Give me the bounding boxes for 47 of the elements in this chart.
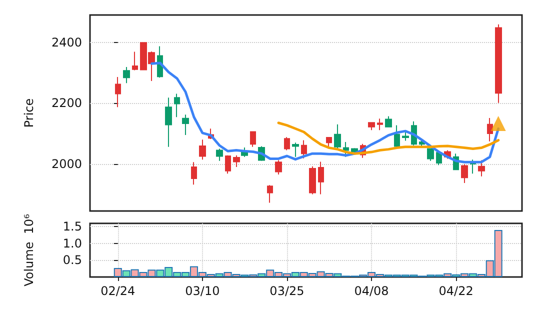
- line-series: [277, 122, 500, 155]
- candlestick: [275, 160, 282, 176]
- candlestick: [292, 142, 299, 158]
- y-tick-label: 0.5: [62, 253, 82, 268]
- y-tick-label: 2400: [51, 35, 82, 50]
- candlestick: [402, 131, 409, 142]
- candlestick: [132, 51, 138, 71]
- y-tick-label: 1.5: [62, 220, 82, 234]
- candlestick: [225, 154, 231, 174]
- candlestick: [343, 142, 349, 158]
- x-tick-label: 04/08: [354, 284, 389, 298]
- candlestick: [284, 136, 290, 151]
- y-axis-title: Volume 10⁶: [22, 214, 36, 286]
- candlestick: [436, 152, 442, 166]
- y-tick-label: 1.0: [62, 236, 82, 250]
- candlestick: [487, 118, 493, 142]
- candlestick: [461, 164, 468, 184]
- x-tick-label: 02/24: [100, 284, 136, 298]
- candlestick: [377, 118, 383, 131]
- candlestick: [233, 154, 240, 168]
- candlestick: [115, 76, 121, 108]
- x-tick-label: 03/10: [185, 284, 220, 298]
- candlestick: [250, 131, 256, 148]
- y-axis-title: Price: [22, 98, 36, 128]
- candlestick: [267, 184, 273, 204]
- candlestick: [301, 140, 307, 159]
- candlestick: [182, 114, 189, 136]
- x-tick-label: 03/25: [270, 284, 304, 298]
- candlestick: [385, 116, 392, 128]
- candlestick: [199, 139, 206, 160]
- candlestick: [427, 148, 434, 162]
- candlestick: [368, 122, 375, 131]
- candlestick: [495, 24, 502, 104]
- candlestick: [123, 66, 130, 84]
- candlestick: [334, 124, 341, 150]
- candlestick: [326, 136, 332, 148]
- candlestick: [309, 166, 316, 195]
- candlestick: [174, 93, 180, 118]
- y-tick-label: 2200: [51, 96, 82, 110]
- candlestick: [351, 148, 358, 153]
- y-tick-label: 2000: [51, 156, 82, 171]
- candlestick: [216, 148, 223, 162]
- x-tick-label: 04/22: [438, 284, 474, 298]
- candlestick: [191, 162, 197, 186]
- candlestick: [394, 124, 400, 148]
- candlestick: [318, 161, 324, 195]
- candlestick: [165, 97, 172, 148]
